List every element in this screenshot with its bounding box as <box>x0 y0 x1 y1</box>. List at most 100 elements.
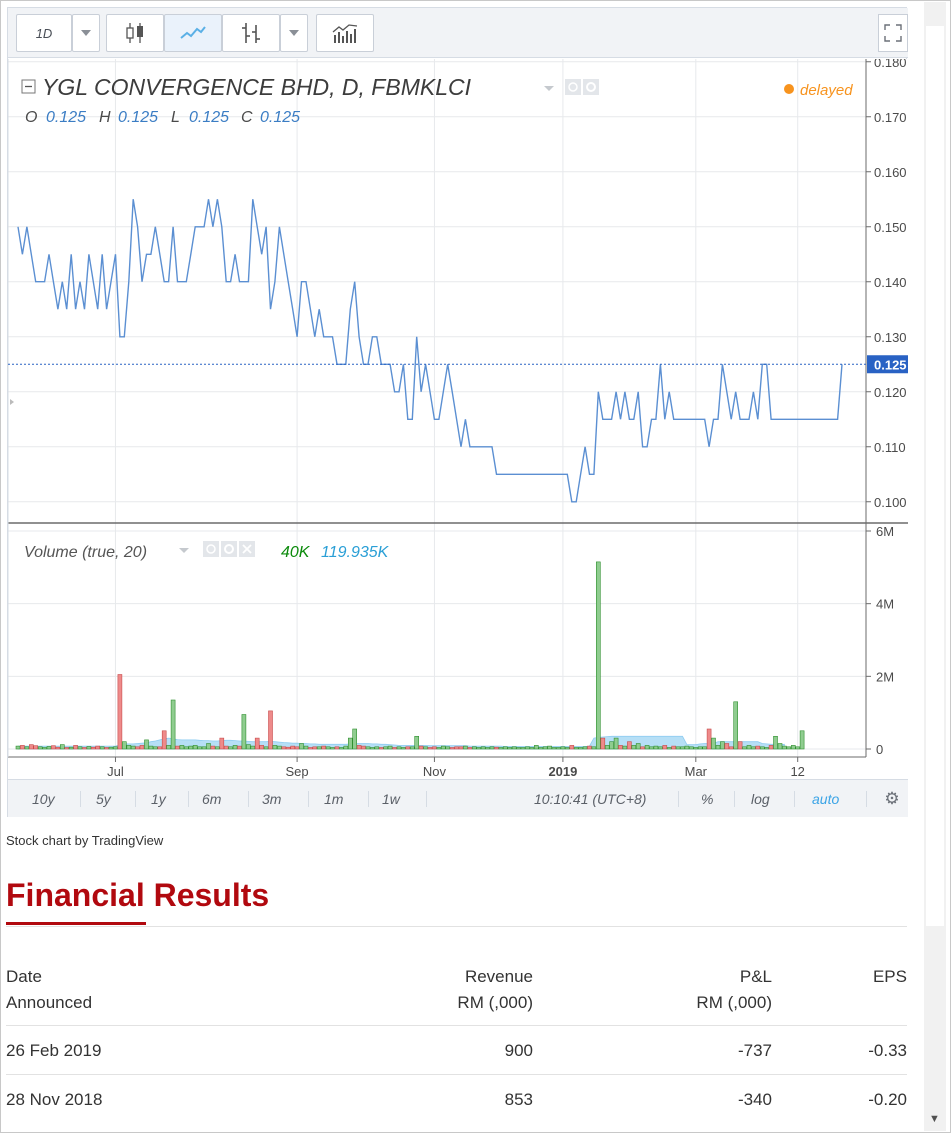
volume-bar <box>77 746 83 750</box>
volume-bar <box>281 746 287 750</box>
volume-bar <box>498 747 504 750</box>
price-tick-label: 0.110 <box>874 440 906 455</box>
volume-bar <box>277 745 282 750</box>
line-chart-icon <box>180 26 206 39</box>
row-revenue: 900 <box>504 1041 533 1060</box>
divider <box>368 791 369 807</box>
scroll-handle-icon[interactable] <box>10 399 14 405</box>
volume-bar <box>551 747 557 750</box>
chart-style-dropdown-button[interactable] <box>280 14 308 52</box>
row-date: 26 Feb 2019 <box>6 1041 102 1060</box>
header-pl-line2: RM (,000) <box>696 993 772 1012</box>
log-toggle[interactable]: log <box>751 791 770 807</box>
divider <box>678 791 679 807</box>
volume-legend-title[interactable]: Volume (true, 20) <box>24 544 147 561</box>
close-value: 0.125 <box>260 109 300 126</box>
scrollbar-thumb[interactable] <box>926 26 944 926</box>
delayed-dot-icon <box>784 84 794 94</box>
volume-bar <box>272 745 278 750</box>
row-pl: -737 <box>737 1041 772 1060</box>
volume-bar <box>485 747 490 750</box>
open-value: 0.125 <box>46 109 86 126</box>
settings-icon[interactable] <box>221 541 237 557</box>
volume-bar <box>635 743 641 750</box>
price-tick-label: 0.150 <box>874 220 907 235</box>
volume-value: 40K <box>281 544 311 561</box>
range-6m[interactable]: 6m <box>202 791 222 807</box>
settings-icon[interactable] <box>583 79 599 95</box>
range-5y[interactable]: 5y <box>96 791 111 807</box>
volume-bar <box>135 746 140 750</box>
volume-bar <box>604 745 610 750</box>
header-revenue: Revenue RM (,000) <box>383 964 533 1016</box>
volume-bar <box>316 746 322 750</box>
interval-dropdown-button[interactable] <box>72 14 100 52</box>
divider <box>734 791 735 807</box>
volume-bar <box>228 746 233 750</box>
open-label: O <box>25 109 37 126</box>
volume-bar <box>693 747 699 750</box>
volume-bar <box>108 746 114 750</box>
volume-bar <box>117 674 123 750</box>
clock-timezone[interactable]: 10:10:41 (UTC+8) <box>534 791 647 807</box>
volume-bar <box>24 746 30 750</box>
high-label: H <box>99 109 111 126</box>
volume-bar <box>582 746 588 750</box>
volume-bar <box>206 743 211 750</box>
auto-toggle[interactable]: auto <box>812 791 840 807</box>
candles-style-button[interactable] <box>106 14 164 52</box>
divider <box>188 791 189 807</box>
visibility-icon[interactable] <box>565 79 581 95</box>
volume-bar <box>321 745 327 750</box>
volume-bar <box>192 745 198 750</box>
volume-ma-value: 119.935K <box>321 544 390 561</box>
volume-bar <box>480 746 486 750</box>
scroll-down-icon[interactable]: ▼ <box>929 1113 940 1125</box>
header-pl-line1: P&L <box>739 967 772 986</box>
eye-icon <box>206 544 216 554</box>
line-style-button[interactable] <box>164 14 222 52</box>
chevron-down-icon[interactable] <box>544 86 554 91</box>
price-volume-chart[interactable]: 0.180 0.170 0.160 0.150 0.140 0.130 0.120 0.110… <box>8 59 908 779</box>
visibility-icon[interactable] <box>203 541 219 557</box>
volume-bar <box>82 747 87 750</box>
range-3m[interactable]: 3m <box>262 791 282 807</box>
interval-label: 1D <box>35 25 53 41</box>
volume-bar <box>737 741 743 750</box>
volume-bar <box>223 745 229 750</box>
chart-credit[interactable]: Stock chart by TradingView <box>6 833 164 848</box>
bars-style-button[interactable] <box>222 14 280 52</box>
fullscreen-icon <box>884 24 902 42</box>
volume-bar <box>724 743 730 750</box>
volume-bar <box>95 745 100 750</box>
header-date-line2: Announced <box>6 993 93 1012</box>
fullscreen-button[interactable] <box>878 14 908 52</box>
volume-bar <box>396 746 402 750</box>
interval-button[interactable]: 1D <box>16 14 72 52</box>
symbol-title[interactable]: YGL CONVERGENCE BHD, D, FBMKLCI <box>42 74 472 100</box>
row-pl: -340 <box>737 1090 772 1109</box>
volume-bar <box>290 745 296 750</box>
indicators-button[interactable] <box>316 14 374 52</box>
eye-icon <box>568 82 578 92</box>
volume-bar <box>427 747 433 750</box>
range-10y[interactable]: 10y <box>32 791 55 807</box>
range-1y[interactable]: 1y <box>151 791 166 807</box>
range-1m[interactable]: 1m <box>324 791 344 807</box>
volume-bar <box>68 746 74 750</box>
range-1w[interactable]: 1w <box>382 791 400 807</box>
volume-bar <box>627 741 632 750</box>
volume-bar <box>680 746 685 750</box>
time-tick-label: 2019 <box>548 764 577 779</box>
percent-toggle[interactable]: % <box>701 791 714 807</box>
gear-icon[interactable]: ⚙ <box>884 789 900 808</box>
volume-bar <box>658 746 663 750</box>
chevron-down-icon[interactable] <box>179 548 189 553</box>
volume-bar <box>733 701 739 750</box>
volume-bar <box>706 728 712 750</box>
page-scrollbar[interactable]: ▼ <box>924 2 946 1131</box>
time-axis-ticks: Jul Sep Nov 2019 Mar 12 <box>107 757 805 779</box>
high-value: 0.125 <box>118 109 158 126</box>
volume-bar <box>250 745 256 750</box>
volume-tick-label: 0 <box>876 742 883 757</box>
